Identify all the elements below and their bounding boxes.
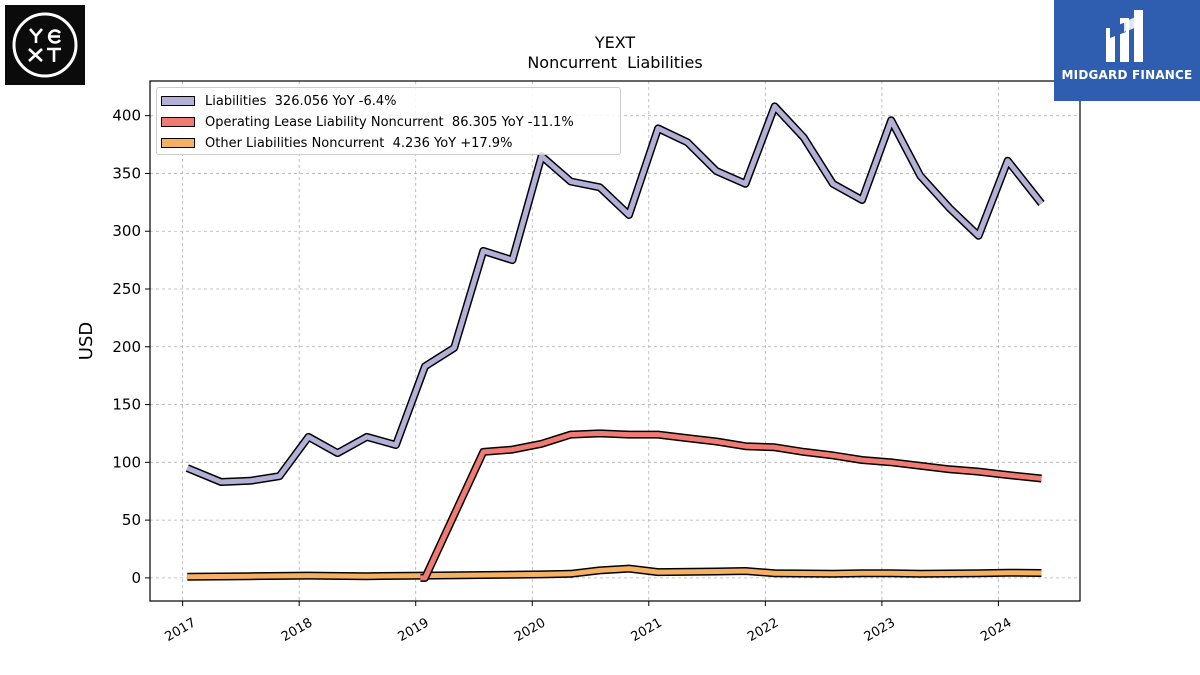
- midgard-finance-wordmark: MIDGARD FINANCE: [1061, 68, 1193, 82]
- midgard-logo-mark: [1106, 10, 1143, 62]
- series-line-other-liabilities-noncurrent: [187, 566, 1042, 580]
- grid-lines: [150, 81, 1080, 601]
- yext-logo-mark: [12, 12, 78, 78]
- legend-swatch-operating-lease: [161, 117, 195, 127]
- series-outline-operating-lease-liability-noncurrent: [420, 429, 1042, 582]
- chart-subtitle: Noncurrent Liabilities: [527, 53, 702, 72]
- y-axis: 0 50 100 150 200 250 300 350 400: [112, 107, 150, 587]
- x-tick-label: 2019: [396, 615, 432, 645]
- legend-label-liabilities: Liabilities 326.056 YoY -6.4%: [205, 93, 397, 109]
- midgard-finance-logo: MIDGARD FINANCE: [1054, 0, 1200, 101]
- legend-label-operating-lease: Operating Lease Liability Noncurrent 86.…: [205, 114, 574, 130]
- y-tick-label: 400: [112, 107, 141, 125]
- legend-swatch-other-liabilities: [161, 138, 195, 148]
- x-axis: 2017 2018 2019 2020 2021 2022 2023 2024: [162, 601, 1014, 645]
- legend-swatch-liabilities: [161, 96, 195, 106]
- y-tick-label: 200: [112, 338, 141, 356]
- legend-entry-operating-lease: Operating Lease Liability Noncurrent 86.…: [159, 112, 574, 132]
- y-tick-label: 150: [112, 396, 141, 414]
- x-tick-label: 2018: [279, 615, 315, 645]
- x-tick-label: 2023: [862, 615, 898, 645]
- y-tick-label: 0: [131, 569, 141, 587]
- chart-title: YEXT: [594, 33, 636, 52]
- series-line-operating-lease-liability-noncurrent: [420, 430, 1042, 581]
- legend-label-other-liabilities: Other Liabilities Noncurrent 4.236 YoY +…: [205, 135, 513, 151]
- yext-logo: [5, 5, 85, 85]
- y-tick-label: 250: [112, 280, 141, 298]
- y-tick-label: 50: [122, 511, 141, 529]
- y-tick-label: 300: [112, 222, 141, 240]
- series-line-liabilities: [186, 103, 1044, 485]
- y-tick-label: 100: [112, 453, 141, 471]
- x-tick-label: 2024: [978, 615, 1014, 645]
- y-tick-label: 350: [112, 164, 141, 182]
- x-tick-label: 2022: [745, 615, 781, 645]
- y-axis-label: USD: [76, 322, 97, 360]
- legend-entry-liabilities: Liabilities 326.056 YoY -6.4%: [159, 91, 397, 111]
- plot-frame: [149, 80, 1081, 602]
- x-tick-label: 2017: [162, 615, 198, 645]
- series-layer: [185, 102, 1045, 582]
- chart-legend: Liabilities 326.056 YoY -6.4% Operating …: [156, 87, 621, 155]
- x-tick-label: 2020: [512, 615, 548, 645]
- legend-entry-other-liabilities: Other Liabilities Noncurrent 4.236 YoY +…: [159, 133, 512, 153]
- x-tick-label: 2021: [629, 615, 665, 645]
